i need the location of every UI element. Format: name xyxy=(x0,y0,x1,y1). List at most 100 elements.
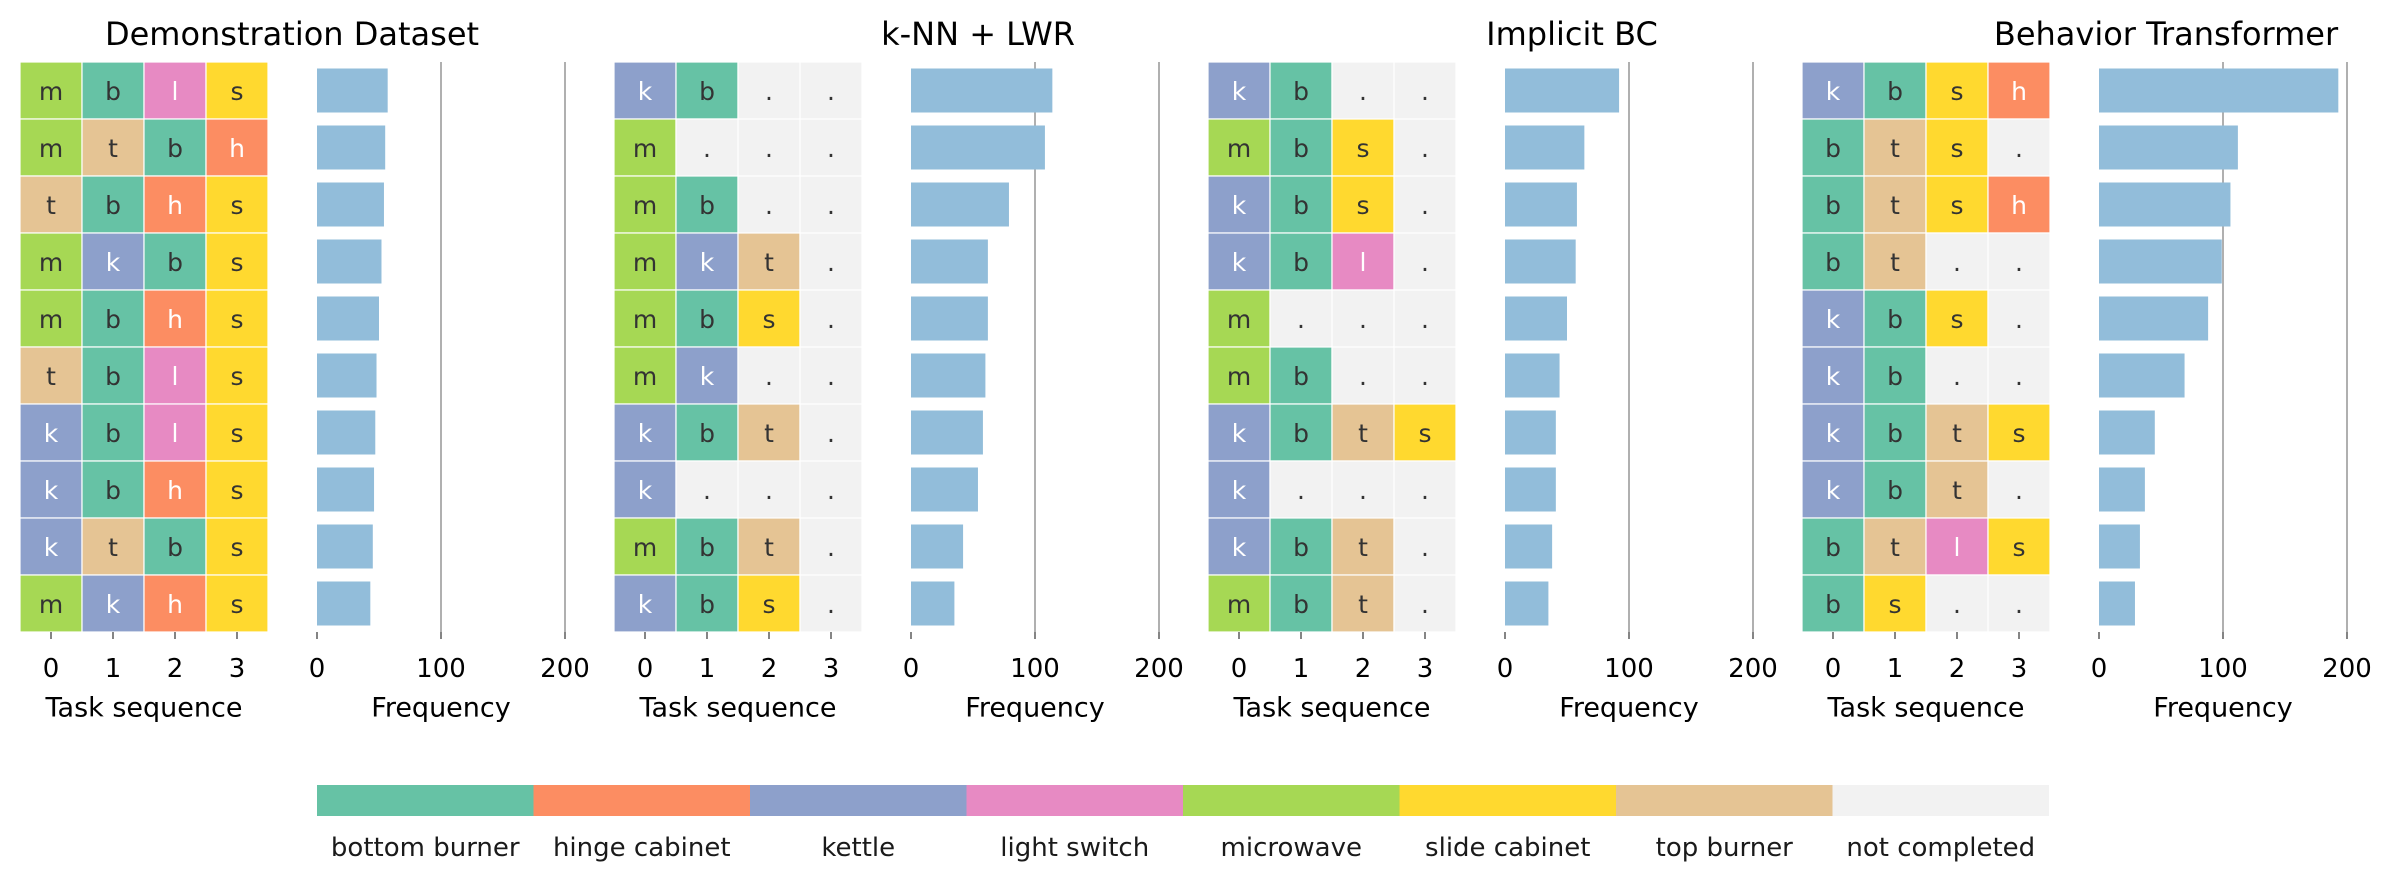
heatmap-cell xyxy=(1863,460,1927,519)
freq-tick-label: 100 xyxy=(2198,654,2248,684)
heatmap-cell xyxy=(1393,574,1457,633)
cell-label: m xyxy=(633,248,657,277)
cell-label: b xyxy=(105,419,121,448)
cell-label: k xyxy=(1826,362,1841,391)
heatmap-cell xyxy=(143,574,207,633)
cell-label: k xyxy=(638,77,653,106)
frequency-bar xyxy=(911,182,1009,227)
seq-axis-label: Task sequence xyxy=(639,693,837,724)
cell-label: b xyxy=(699,191,715,220)
legend-swatch-m xyxy=(1183,785,1400,816)
heatmap-cell xyxy=(1269,460,1333,519)
freq-tick-label: 100 xyxy=(416,654,466,684)
heatmap-cell xyxy=(1987,346,2051,405)
cell-label: k xyxy=(638,419,653,448)
heatmap-cell xyxy=(799,403,863,462)
cell-label: b xyxy=(105,191,121,220)
cell-label: k xyxy=(1232,476,1247,505)
cell-label: k xyxy=(700,362,715,391)
freq-axis-label: Frequency xyxy=(371,693,511,724)
heatmap-cell xyxy=(19,346,83,405)
cell-label: t xyxy=(1890,134,1900,163)
cell-label: b xyxy=(167,134,183,163)
cell-label: k xyxy=(1826,476,1841,505)
cell-label: b xyxy=(1293,134,1309,163)
cell-label: . xyxy=(1421,362,1429,391)
cell-label: s xyxy=(2012,533,2025,562)
heatmap-cell xyxy=(1801,346,1865,405)
heatmap-cell xyxy=(1925,346,1989,405)
heatmap-cell xyxy=(19,61,83,120)
legend-swatch-h xyxy=(533,785,750,816)
heatmap-cell xyxy=(81,61,145,120)
heatmap-cell xyxy=(1925,460,1989,519)
heatmap-cell xyxy=(1801,118,1865,177)
frequency-bar xyxy=(317,353,377,398)
cell-label: m xyxy=(39,77,63,106)
cell-label: . xyxy=(2015,590,2023,619)
frequency-bar xyxy=(1505,182,1577,227)
seq-tick-label: 0 xyxy=(637,654,654,684)
frequency-bar xyxy=(317,410,376,455)
heatmap-cell xyxy=(613,460,677,519)
cell-label: s xyxy=(1418,419,1431,448)
cell-label: . xyxy=(1953,590,1961,619)
freq-tick-label: 0 xyxy=(309,654,326,684)
cell-label: s xyxy=(230,419,243,448)
cell-label: . xyxy=(1421,77,1429,106)
cell-label: m xyxy=(1227,134,1251,163)
heatmap-cell xyxy=(737,118,801,177)
heatmap-cell xyxy=(205,232,269,291)
cell-label: . xyxy=(1421,590,1429,619)
cell-label: l xyxy=(172,77,179,106)
seq-tick-label: 1 xyxy=(699,654,716,684)
heatmap-cell xyxy=(1207,118,1271,177)
cell-label: . xyxy=(1359,77,1367,106)
heatmap-cell xyxy=(1331,574,1395,633)
heatmap-cell xyxy=(675,118,739,177)
heatmap-cell xyxy=(1207,232,1271,291)
cell-label: b xyxy=(1293,191,1309,220)
heatmap-cell xyxy=(675,403,739,462)
frequency-bar xyxy=(1505,239,1576,284)
heatmap-cell xyxy=(1925,118,1989,177)
freq-tick-label: 0 xyxy=(903,654,920,684)
heatmap-cell xyxy=(613,517,677,576)
heatmap-cell xyxy=(1863,118,1927,177)
cell-label: b xyxy=(1825,533,1841,562)
cell-label: m xyxy=(633,191,657,220)
heatmap-cell xyxy=(205,175,269,234)
cell-label: . xyxy=(1421,248,1429,277)
cell-label: k xyxy=(700,248,715,277)
cell-label: . xyxy=(1421,134,1429,163)
heatmap-cell xyxy=(799,574,863,633)
seq-tick-label: 3 xyxy=(823,654,840,684)
heatmap-cell xyxy=(143,460,207,519)
freq-axis-label: Frequency xyxy=(1559,693,1699,724)
seq-axis-label: Task sequence xyxy=(1233,693,1431,724)
heatmap-cell xyxy=(81,175,145,234)
frequency-bar xyxy=(911,353,986,398)
cell-label: . xyxy=(2015,362,2023,391)
cell-label: b xyxy=(1293,362,1309,391)
legend: bottom burner hinge cabinet kettle light sw… xyxy=(317,785,2049,863)
cell-label: s xyxy=(230,533,243,562)
cell-label: h xyxy=(167,191,183,220)
legend-swatch-s xyxy=(1399,785,1616,816)
heatmap-cell xyxy=(205,289,269,348)
seq-tick-label: 2 xyxy=(1355,654,1372,684)
cell-label: b xyxy=(699,533,715,562)
heatmap-cell xyxy=(1863,574,1927,633)
panel-3: Implicit BC k b. . m b s . k b s . k b l . m.. . m b. . k b t s k… xyxy=(1207,15,1778,724)
cell-label: . xyxy=(827,77,835,106)
cell-label: s xyxy=(230,590,243,619)
cell-label: h xyxy=(167,305,183,334)
heatmap-cell xyxy=(143,346,207,405)
cell-label: b xyxy=(1825,590,1841,619)
cell-label: t xyxy=(46,362,56,391)
cell-label: . xyxy=(703,476,711,505)
cell-label: b xyxy=(699,305,715,334)
heatmap-cell xyxy=(1269,118,1333,177)
heatmap-cell xyxy=(1801,517,1865,576)
